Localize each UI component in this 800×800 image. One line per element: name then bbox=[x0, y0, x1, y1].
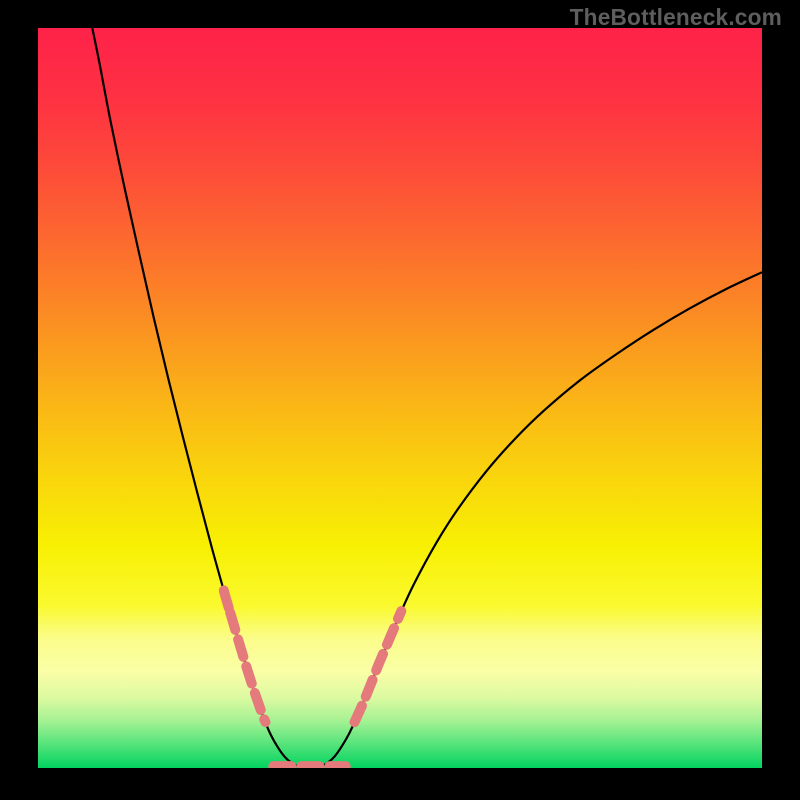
chart-stage: TheBottleneck.com bbox=[0, 0, 800, 800]
dash-overlay-segment bbox=[230, 613, 265, 723]
bottleneck-curve bbox=[38, 28, 762, 768]
watermark-text: TheBottleneck.com bbox=[570, 4, 782, 31]
curve-line bbox=[92, 28, 762, 768]
dash-overlay-segment bbox=[354, 611, 401, 722]
plot-area bbox=[38, 28, 762, 768]
